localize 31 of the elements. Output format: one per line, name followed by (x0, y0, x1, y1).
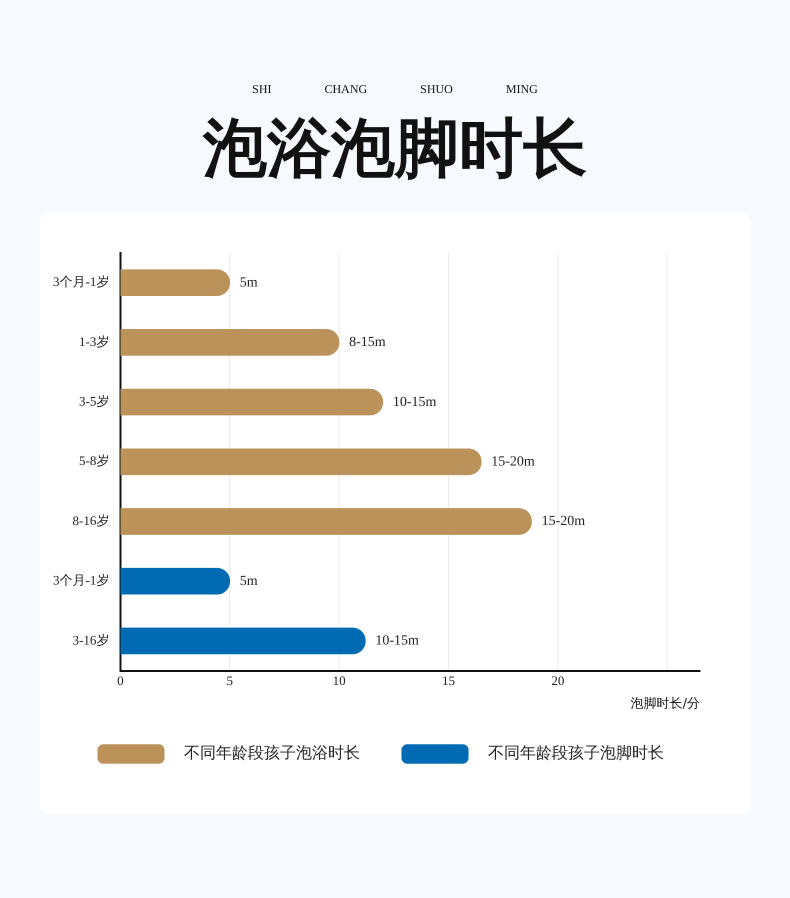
data-label: 5m (240, 574, 258, 589)
y-tick-label: 3个月-1岁 (52, 274, 110, 290)
y-tick-label: 3-5岁 (78, 394, 110, 409)
data-label: 5m (240, 275, 258, 290)
x-tick-label: 20 (551, 673, 564, 688)
data-label: 10-15m (375, 634, 419, 649)
data-label: 8-15m (349, 335, 386, 350)
legend-label: 不同年龄段孩子泡浴时长 (184, 743, 360, 762)
bar (120, 448, 482, 476)
data-label: 15-20m (491, 454, 535, 470)
bar (120, 329, 340, 356)
y-tick-label: 5-8岁 (78, 453, 110, 468)
x-tick-label: 0 (117, 673, 124, 688)
bar (120, 508, 532, 535)
bar (120, 628, 366, 654)
data-label: 10-15m (392, 394, 436, 410)
bar (120, 568, 230, 595)
legend-label: 不同年龄段孩子泡脚时长 (488, 743, 664, 762)
chart-subtitle: SHI CHANG SHUO MING (251, 82, 539, 97)
bar (120, 388, 384, 416)
data-label: 15-20m (542, 514, 586, 530)
bar (120, 269, 230, 296)
y-tick-label: 3个月-1岁 (52, 572, 110, 588)
x-tick-label: 5 (226, 673, 233, 688)
x-tick-label: 10 (332, 673, 346, 688)
x-tick-label: 15 (442, 673, 455, 688)
y-tick-label: 1-3岁 (78, 334, 110, 349)
x-axis-title: 泡脚时长/分 (630, 696, 700, 712)
y-tick-label: 3-16岁 (72, 632, 110, 648)
y-tick-label: 8-16岁 (72, 512, 110, 528)
chart-title: 泡浴泡脚时长 (202, 112, 588, 186)
